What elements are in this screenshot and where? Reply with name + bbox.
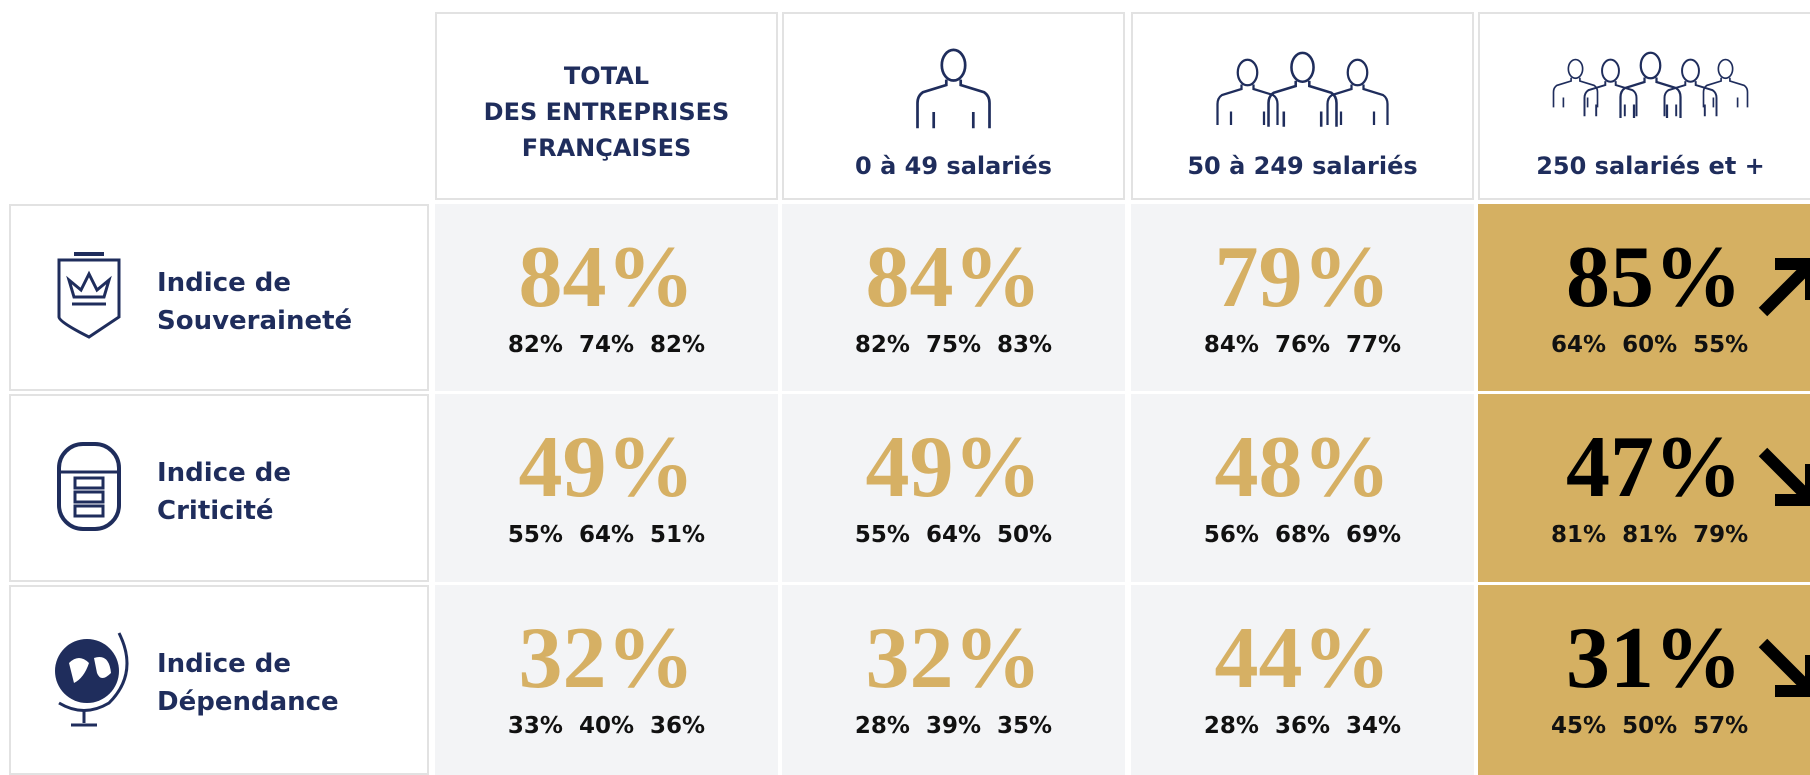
- main-value: 47%: [1566, 419, 1742, 516]
- row-label: Indice de Criticité: [157, 458, 292, 526]
- sub-values: 64% 60% 55%: [1543, 332, 1810, 358]
- data-cell: 49% 55% 64% 50%: [782, 394, 1125, 582]
- sub-value: 55%: [507, 522, 563, 548]
- sub-value: 82%: [854, 332, 910, 358]
- data-cell: 47% 81% 81% 79%: [1478, 394, 1810, 582]
- sub-value: 34%: [1346, 713, 1402, 739]
- sub-value: 75%: [925, 332, 982, 358]
- main-value: 85%: [1566, 229, 1742, 326]
- sub-value: 84%: [1203, 332, 1259, 358]
- sub-value: 36%: [1274, 713, 1331, 739]
- sub-value: 39%: [925, 713, 982, 739]
- column-header: 50 à 249 salariés: [1131, 12, 1474, 200]
- sub-value: 28%: [854, 713, 910, 739]
- row-header: Indice de Dépendance: [9, 585, 429, 775]
- sub-value: 40%: [578, 713, 635, 739]
- data-cell: 48% 56% 68% 69%: [1131, 394, 1474, 582]
- sub-values: 33% 40% 36%: [435, 713, 778, 739]
- main-value: 84%: [865, 229, 1042, 326]
- trend-arrow: [1758, 447, 1810, 506]
- sub-values: 56% 68% 69%: [1131, 522, 1474, 548]
- people-icon: [916, 48, 991, 129]
- sub-value: 77%: [1346, 332, 1402, 358]
- data-cell: 44% 28% 36% 34%: [1131, 585, 1474, 775]
- column-header-text: 50 à 249 salariés: [1187, 152, 1418, 180]
- people-icon: [1216, 51, 1389, 127]
- sub-value: 64%: [925, 522, 982, 548]
- sub-value: 60%: [1622, 332, 1678, 358]
- column-header: TOTAL DES ENTREPRISES FRANÇAISES: [435, 12, 778, 200]
- sub-value: 81%: [1551, 522, 1607, 548]
- sub-value: 83%: [997, 332, 1053, 358]
- sub-values: 82% 75% 83%: [782, 332, 1125, 358]
- sub-value: 76%: [1274, 332, 1331, 358]
- sub-value: 82%: [650, 332, 706, 358]
- sub-value: 36%: [650, 713, 706, 739]
- column-header-text: 250 salariés et +: [1536, 152, 1765, 180]
- sub-value: 33%: [507, 713, 563, 739]
- row-header: Indice de Criticité: [9, 394, 429, 582]
- sub-value: 82%: [507, 332, 563, 358]
- sub-value: 50%: [1622, 713, 1678, 739]
- column-header-text: 0 à 49 salariés: [855, 152, 1052, 180]
- sub-value: 45%: [1551, 713, 1607, 739]
- sub-values: 82% 74% 82%: [435, 332, 778, 358]
- main-value: 44%: [1214, 610, 1391, 707]
- row-icon: [57, 252, 121, 339]
- sub-values: 28% 39% 35%: [782, 713, 1125, 739]
- sub-value: 81%: [1622, 522, 1678, 548]
- column-header: 0 à 49 salariés: [782, 12, 1125, 200]
- data-cell: 79% 84% 76% 77%: [1131, 204, 1474, 391]
- row-label: Indice de Souveraineté: [157, 268, 353, 336]
- sub-values: 28% 36% 34%: [1131, 713, 1474, 739]
- sub-value: 64%: [578, 522, 635, 548]
- sub-value: 51%: [650, 522, 706, 548]
- main-value: 49%: [865, 419, 1042, 516]
- data-cell: 32% 28% 39% 35%: [782, 585, 1125, 775]
- sub-values: 55% 64% 50%: [782, 522, 1125, 548]
- data-cell: 31% 45% 50% 57%: [1478, 585, 1810, 775]
- row-icon: [57, 442, 121, 531]
- sub-values: 45% 50% 57%: [1543, 713, 1810, 739]
- sub-values: 84% 76% 77%: [1131, 332, 1474, 358]
- column-header: 250 salariés et +: [1478, 12, 1810, 200]
- row-icon: [55, 632, 129, 727]
- sub-values: 81% 81% 79%: [1543, 522, 1810, 548]
- data-cell: 85% 64% 60% 55%: [1478, 204, 1810, 391]
- sub-value: 55%: [1693, 332, 1749, 358]
- sub-value: 28%: [1203, 713, 1259, 739]
- data-cell: 84% 82% 74% 82%: [435, 204, 778, 391]
- main-value: 79%: [1214, 229, 1391, 326]
- row-header: Indice de Souveraineté: [9, 204, 429, 391]
- people-icon: [1552, 51, 1749, 118]
- sub-value: 57%: [1693, 713, 1749, 739]
- sub-value: 35%: [997, 713, 1053, 739]
- sub-values: 55% 64% 51%: [435, 522, 778, 548]
- trend-arrow: [1758, 258, 1810, 317]
- sub-value: 68%: [1274, 522, 1331, 548]
- trend-arrow: [1758, 638, 1810, 697]
- sub-value: 74%: [578, 332, 635, 358]
- row-label: Indice de Dépendance: [157, 649, 339, 717]
- main-value: 84%: [518, 229, 695, 326]
- main-value: 31%: [1566, 610, 1742, 707]
- main-value: 32%: [518, 610, 695, 707]
- main-value: 48%: [1214, 419, 1391, 516]
- data-cell: 32% 33% 40% 36%: [435, 585, 778, 775]
- data-cell: 84% 82% 75% 83%: [782, 204, 1125, 391]
- sub-value: 50%: [997, 522, 1053, 548]
- sub-value: 55%: [854, 522, 910, 548]
- column-header-text: TOTAL DES ENTREPRISES FRANÇAISES: [483, 62, 730, 162]
- main-value: 32%: [865, 610, 1042, 707]
- sub-value: 69%: [1346, 522, 1402, 548]
- sub-value: 56%: [1203, 522, 1259, 548]
- sub-value: 64%: [1551, 332, 1607, 358]
- data-cell: 49% 55% 64% 51%: [435, 394, 778, 582]
- sub-value: 79%: [1693, 522, 1749, 548]
- main-value: 49%: [518, 419, 695, 516]
